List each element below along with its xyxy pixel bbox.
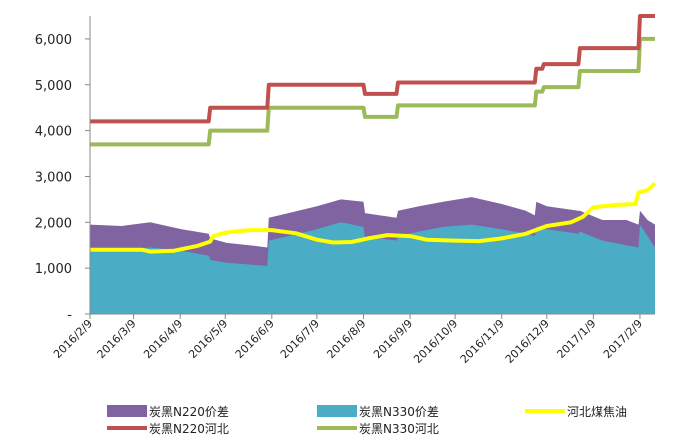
x-tick-label: 2016/12/9 [503, 317, 552, 366]
x-tick-label: 2016/8/9 [324, 317, 368, 361]
legend-label: 炭黑N220价差 [149, 405, 229, 419]
x-tick-label: 2016/6/9 [233, 317, 277, 361]
legend-swatch [107, 405, 147, 417]
x-tick-label: 2016/10/9 [411, 317, 460, 366]
series-line-n220_hebei [90, 14, 655, 124]
x-tick-label: 2017/1/9 [554, 317, 598, 361]
x-tick-label: 2016/3/9 [95, 317, 139, 361]
y-tick-label: 5,000 [35, 79, 72, 94]
legend-label: 炭黑N330河北 [359, 422, 439, 436]
y-tick-label: 1,000 [35, 262, 72, 277]
x-tick-label: 2016/11/9 [458, 317, 507, 366]
x-tick-label: 2016/2/9 [51, 317, 95, 361]
y-tick-label: 6,000 [35, 33, 72, 48]
legend-item-coal_tar: 河北煤焦油 [525, 405, 627, 419]
legend-item-n220_hebei: 炭黑N220河北 [107, 422, 229, 436]
y-tick-label: 3,000 [35, 170, 72, 185]
legend-item-n330_hebei: 炭黑N330河北 [317, 422, 439, 436]
x-tick-label: 2016/4/9 [141, 317, 185, 361]
y-tick-label: - [67, 308, 72, 323]
legend-label: 河北煤焦油 [567, 405, 627, 419]
series-line-coal_tar [90, 181, 657, 254]
x-tick-label: 2017/2/9 [601, 317, 645, 361]
x-tick-label: 2016/7/9 [278, 317, 322, 361]
legend-item-n330_spread: 炭黑N330价差 [317, 405, 439, 419]
legend-item-n220_spread: 炭黑N220价差 [107, 405, 229, 419]
series-line-n330_hebei [90, 36, 655, 147]
legend-label: 炭黑N330价差 [359, 405, 439, 419]
legend-label: 炭黑N220河北 [149, 422, 229, 436]
series-area-n330_spread [90, 222, 655, 314]
x-tick-label: 2016/5/9 [186, 317, 230, 361]
legend-swatch [317, 405, 357, 417]
y-tick-label: 2,000 [35, 216, 72, 231]
y-tick-label: 4,000 [35, 125, 72, 140]
x-tick-label: 2016/9/9 [371, 317, 415, 361]
